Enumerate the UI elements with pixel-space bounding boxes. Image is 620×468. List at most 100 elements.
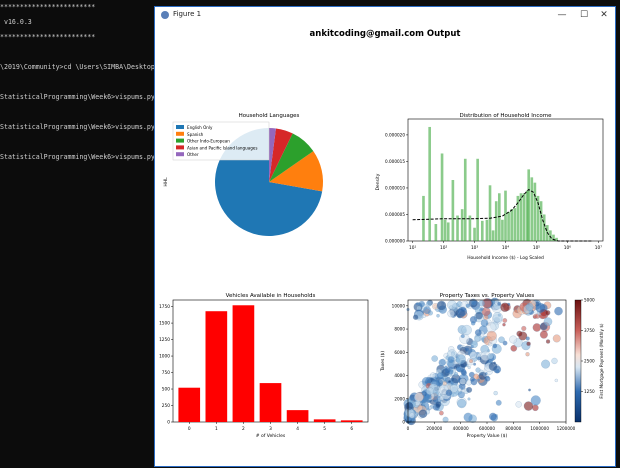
pie-legend-label: Other Indo-European <box>187 139 230 144</box>
figure-window: Figure 1 — ☐ ✕ ankitcoding@gmail.com Out… <box>155 7 615 466</box>
scatter-point <box>456 366 462 372</box>
pie-legend-label: English Only <box>187 125 213 130</box>
scatter-point <box>521 325 527 331</box>
scatter-point <box>465 303 471 308</box>
bar-xtick-label: 3 <box>269 426 272 432</box>
hist-bar <box>501 219 504 241</box>
hist-bar <box>480 220 484 241</box>
scatter-point <box>444 367 451 374</box>
bar-rect <box>259 383 282 422</box>
scatter-point <box>423 306 431 314</box>
hist-bar <box>530 177 534 241</box>
terminal-line: ************************ <box>0 33 96 41</box>
hist-bar <box>519 193 523 241</box>
hist-bar <box>552 234 555 241</box>
hist-xtick-label: 10¹ <box>409 245 416 251</box>
pie-slice <box>269 128 293 182</box>
hist-bar <box>473 227 476 241</box>
hist-bar <box>536 195 540 241</box>
window-title: Figure 1 <box>173 10 202 18</box>
scatter-point <box>539 330 548 339</box>
scatter-point <box>439 410 444 416</box>
bar-xtick-label: 0 <box>188 426 191 432</box>
scatter-point <box>543 317 553 326</box>
scatter-point <box>469 351 477 359</box>
hist-ylabel: Density <box>375 173 381 190</box>
scatter-point <box>409 412 415 419</box>
scatter-point <box>469 358 474 364</box>
scatter-point <box>545 310 551 316</box>
hist-bar <box>542 214 546 241</box>
scatter-title: Property Taxes vs. Property Values <box>440 293 535 299</box>
scatter-point <box>467 397 471 401</box>
scatter-ytick-label: 4000 <box>394 373 405 378</box>
pie-legend-swatch <box>176 125 184 129</box>
scatter-point <box>422 392 426 396</box>
hist-xtick-label: 10⁶ <box>564 245 571 251</box>
bar-ytick-label: 0 <box>167 420 170 426</box>
bar-ytick-label: 1750 <box>159 304 170 310</box>
scatter-point <box>551 357 558 364</box>
scatter-point <box>554 378 558 383</box>
scatter-point <box>533 315 537 319</box>
bar-xtick-label: 2 <box>242 426 245 432</box>
scatter-point <box>523 401 534 411</box>
scatter-point <box>545 339 551 344</box>
bar-rect <box>178 387 201 422</box>
scatter-xtick-label: 1200000 <box>557 426 576 431</box>
scatter-point <box>509 335 517 344</box>
hist-kde-line <box>412 188 593 242</box>
hist-xtick-label: 10³ <box>471 245 478 251</box>
scatter-point <box>447 356 455 363</box>
scatter-point <box>436 314 440 318</box>
terminal-line: ************************ <box>0 3 96 11</box>
maximize-button[interactable]: ☐ <box>579 10 589 20</box>
scatter-point <box>532 404 539 411</box>
scatter-point <box>475 311 483 320</box>
pie-legend-label: Spanish <box>187 132 204 137</box>
scatter-point <box>480 319 489 327</box>
minimize-button[interactable]: — <box>557 10 567 20</box>
hist-bar <box>549 230 552 241</box>
scatter-point <box>469 376 475 382</box>
hist-xtick-label: 10² <box>440 245 447 251</box>
scatter-point <box>442 381 448 386</box>
scatter-point <box>426 387 434 395</box>
terminal-line <box>0 75 160 90</box>
window-titlebar[interactable]: Figure 1 — ☐ ✕ <box>155 7 615 23</box>
hist-bar <box>539 201 543 241</box>
scatter-point <box>471 321 476 326</box>
scatter-point <box>486 330 497 341</box>
hist-bar <box>497 193 501 241</box>
hist-bar <box>510 209 514 241</box>
bar-rect <box>340 420 363 422</box>
scatter-point <box>525 352 530 357</box>
terminal-line <box>0 135 160 150</box>
scatter-point <box>493 391 498 396</box>
scatter-point <box>471 300 477 306</box>
scatter-point <box>470 340 478 348</box>
hist-bar <box>533 182 537 241</box>
scatter-point <box>450 384 459 393</box>
scatter-point <box>461 389 466 393</box>
scatter-point <box>405 402 414 410</box>
scatter-point <box>502 323 506 327</box>
scatter-point <box>541 359 550 369</box>
scatter-point <box>457 398 467 409</box>
scatter-point <box>422 314 426 318</box>
scatter-point <box>447 309 455 318</box>
close-button[interactable]: ✕ <box>600 10 608 20</box>
scatter-xtick-label: 800000 <box>505 426 521 431</box>
pie-ylabel: HHL <box>163 177 169 187</box>
scatter-point <box>500 302 510 312</box>
terminal-line: StatisticalProgramming\Week6>vispums.py <box>0 93 155 101</box>
scatter-point <box>530 395 541 406</box>
scatter-point <box>554 306 563 316</box>
pie-legend-swatch <box>176 145 184 150</box>
hist-bar <box>476 158 479 241</box>
scatter-xtick-label: 1000000 <box>530 426 549 431</box>
scatter-point <box>442 416 449 423</box>
hist-bar <box>513 208 517 241</box>
scatter-point <box>439 395 444 401</box>
scatter-point <box>502 318 508 323</box>
